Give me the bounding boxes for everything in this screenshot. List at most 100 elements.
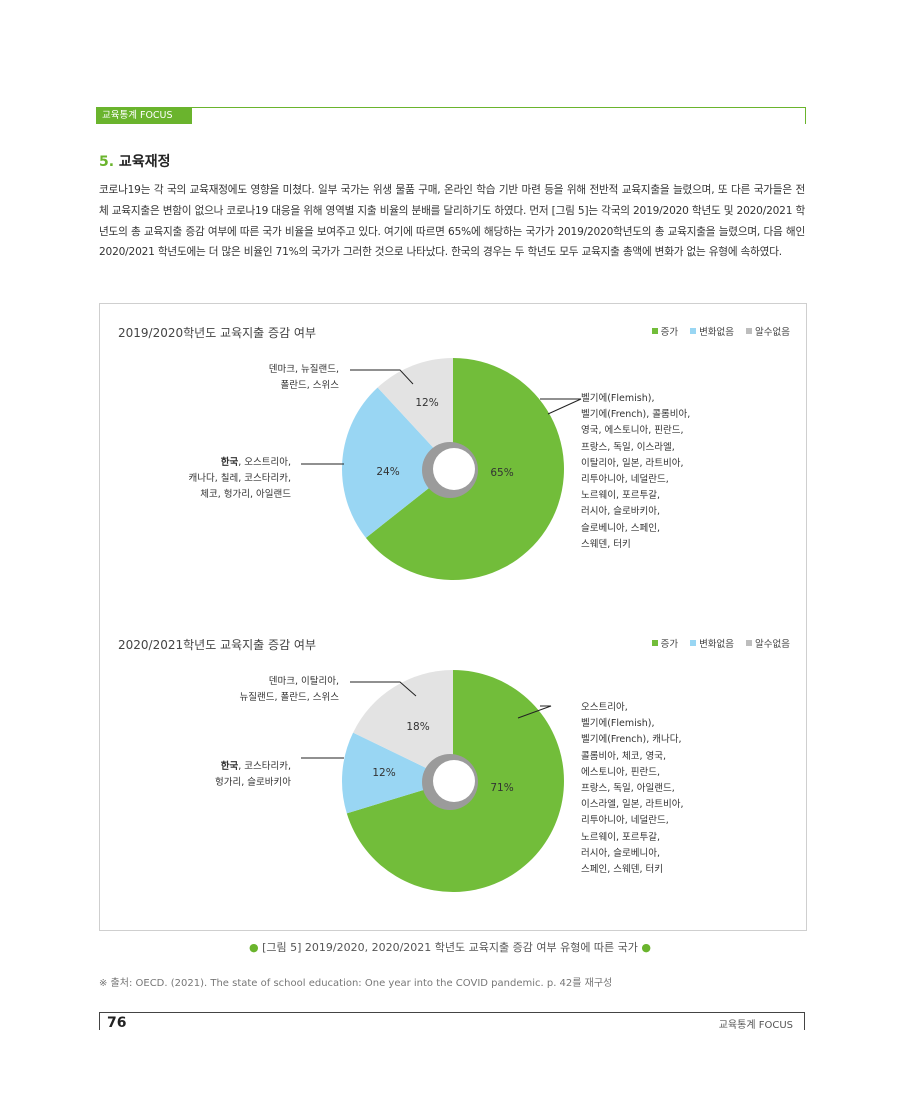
header-bar: 교육통계 FOCUS (96, 107, 806, 124)
leader-line-increase (517, 705, 552, 719)
legend-nochange: 변화없음 (690, 324, 734, 338)
pie-chart-2020: 2020/2021학년도 교육지출 증감 여부 증가 변화없음 알수없음 71%… (100, 616, 806, 936)
country-line: 오스트리아, (581, 702, 628, 713)
country-line: 이탈리아, 일본, 라트비아, (581, 457, 684, 469)
country-line: 프랑스, 독일, 이스라엘, (581, 441, 675, 453)
legend-label: 알수없음 (755, 327, 790, 338)
korea-bold: 한국 (220, 457, 239, 468)
donut-hole (433, 448, 475, 490)
country-line: 프랑스, 독일, 아일랜드, (581, 783, 675, 795)
section-heading: 교육재정 (114, 154, 171, 170)
legend-unknown: 알수없음 (746, 636, 790, 650)
country-line: 영국, 에스토니아, 핀란드, (581, 425, 684, 437)
country-line: 캐나다, 칠레, 코스타리카, (188, 473, 292, 485)
legend-label: 증가 (660, 639, 679, 650)
country-line: 벨기에(French), 콜롬비아, (581, 409, 691, 421)
leader-line-increase (540, 398, 582, 415)
country-line: 리투아니아, 네덜란드, (581, 815, 669, 827)
country-line: 덴마크, 이탈리아, (268, 676, 339, 687)
pie-svg: 71% 12% 18% (301, 670, 564, 892)
legend-label: 증가 (660, 327, 679, 338)
section-number: 5. (99, 154, 115, 170)
figure-box: 2019/2020학년도 교육지출 증감 여부 증가 변화없음 알수없음 65%… (99, 303, 807, 931)
label-nochange: 한국, 코스타리카, 헝가리, 슬로바키아 (215, 759, 291, 791)
header-tick (805, 107, 806, 124)
label-unknown: 덴마크, 뉴질랜드, 폴란드, 스위스 (269, 362, 339, 394)
country-line: 러시아, 슬로베니아, (581, 847, 660, 859)
country-line: 노르웨이, 포르투갈, (581, 831, 660, 843)
section-title: 5. 교육재정 (99, 151, 170, 171)
caption-bullet: ● (248, 941, 259, 954)
country-line: 한국, 코스타리카, (215, 759, 291, 775)
country-line: 벨기에(Flemish), (581, 718, 655, 730)
country-line: 뉴질랜드, 폴란드, 스위스 (239, 692, 339, 704)
legend-swatch (690, 640, 697, 646)
data-label-increase: 71% (490, 782, 513, 794)
figure-caption: ● [그림 5] 2019/2020, 2020/2021 학년도 교육지출 증… (0, 939, 900, 955)
country-line: 스웨덴, 터키 (581, 538, 631, 550)
data-label-nochange: 24% (376, 466, 399, 478)
country-line: 노르웨이, 포르투갈, (581, 490, 660, 502)
donut-hole (433, 760, 475, 802)
country-text: , 오스트리아, (238, 457, 291, 468)
pie-slice-nochange (341, 387, 453, 538)
legend-label: 알수없음 (755, 639, 790, 650)
country-line: 콜롬비아, 체코, 영국, (581, 750, 667, 762)
legend-swatch (746, 640, 753, 646)
country-line: 체코, 헝가리, 아일랜드 (200, 489, 291, 501)
country-line: 이스라엘, 일본, 라트비아, (581, 799, 684, 811)
data-label-increase: 65% (490, 467, 513, 479)
data-label-unknown: 18% (406, 721, 429, 733)
footer-title: 교육통계 FOCUS (718, 1020, 793, 1031)
legend-swatch (651, 328, 658, 334)
country-line: 에스토니아, 핀란드, (581, 766, 660, 778)
footer: 76 교육통계 FOCUS (99, 1012, 805, 1032)
country-line: 덴마크, 뉴질랜드, (268, 364, 339, 375)
legend-unknown: 알수없음 (746, 324, 790, 338)
country-line: 벨기에(French), 캐나다, (581, 734, 682, 746)
country-text: , 코스타리카, (238, 761, 291, 772)
legend: 증가 변화없음 알수없음 (651, 636, 790, 650)
legend-increase: 증가 (651, 636, 679, 650)
source-note: ※ 출처: OECD. (2021). The state of school … (99, 978, 613, 989)
country-line: 한국, 오스트리아, (189, 455, 291, 471)
label-nochange: 한국, 오스트리아, 캐나다, 칠레, 코스타리카, 체코, 헝가리, 아일랜드 (189, 455, 292, 504)
data-label-nochange: 12% (372, 767, 395, 779)
country-line: 스페인, 스웨덴, 터키 (581, 864, 663, 876)
legend: 증가 변화없음 알수없음 (651, 324, 790, 338)
legend-swatch (746, 328, 753, 334)
footer-tick-right (804, 1012, 805, 1030)
pie-chart-2019: 2019/2020학년도 교육지출 증감 여부 증가 변화없음 알수없음 65%… (100, 304, 806, 624)
caption-bullet: ● (641, 941, 652, 954)
country-line: 폴란드, 스위스 (280, 380, 339, 392)
data-label-unknown: 12% (415, 397, 438, 409)
legend-label: 변화없음 (699, 639, 735, 650)
label-unknown: 덴마크, 이탈리아, 뉴질랜드, 폴란드, 스위스 (240, 674, 339, 706)
leader-line-unknown (350, 369, 414, 385)
chart-title: 2019/2020학년도 교육지출 증감 여부 (118, 326, 317, 340)
country-line: 러시아, 슬로바키아, (581, 506, 660, 518)
legend-label: 변화없음 (699, 327, 735, 338)
korea-bold: 한국 (220, 761, 239, 772)
legend-increase: 증가 (651, 324, 679, 338)
pie-slice-unknown (377, 358, 453, 469)
chart-title: 2020/2021학년도 교육지출 증감 여부 (118, 638, 317, 652)
label-increase: 벨기에(Flemish), 벨기에(French), 콜롬비아, 영국, 에스토… (581, 391, 690, 553)
header-tag: 교육통계 FOCUS (96, 107, 192, 124)
legend-swatch (690, 328, 697, 334)
label-increase: 오스트리아, 벨기에(Flemish), 벨기에(French), 캐나다, 콜… (581, 700, 684, 878)
footer-rule (99, 1012, 805, 1013)
legend-swatch (651, 640, 658, 646)
body-paragraph: 코로나19는 각 국의 교육재정에도 영향을 미쳤다. 일부 국가는 위생 물품… (99, 184, 805, 259)
country-line: 벨기에(Flemish), (581, 393, 655, 404)
pie-slice-unknown (353, 670, 453, 781)
caption-text: [그림 5] 2019/2020, 2020/2021 학년도 교육지출 증감 … (258, 941, 642, 954)
pie-slice-nochange (342, 732, 453, 814)
header-rule (192, 107, 806, 108)
country-line: 리투아니아, 네덜란드, (581, 474, 669, 486)
country-line: 헝가리, 슬로바키아 (215, 777, 291, 789)
page-number: 76 (107, 1015, 127, 1031)
legend-nochange: 변화없음 (690, 636, 734, 650)
country-line: 슬로베니아, 스페인, (581, 522, 660, 534)
pie-svg: 65% 24% 12% (301, 358, 582, 580)
